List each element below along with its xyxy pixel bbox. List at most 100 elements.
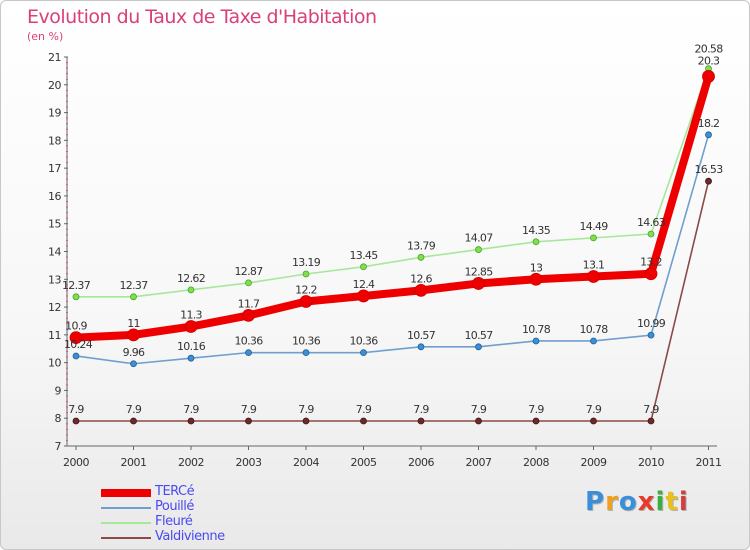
y-tick-label: 21	[48, 51, 61, 64]
data-label: 12.85	[465, 265, 494, 278]
data-point	[472, 277, 485, 290]
series-line-0	[72, 72, 713, 342]
data-point	[705, 177, 712, 185]
y-tick-label: 14	[48, 246, 61, 259]
legend-label: Pouillé	[155, 499, 194, 514]
x-tick-label: 2000	[63, 456, 89, 469]
data-point	[187, 417, 195, 425]
data-point	[69, 331, 83, 345]
data-label: 7.9	[643, 403, 659, 416]
data-point	[475, 246, 482, 253]
data-label: 20.58	[695, 43, 724, 56]
y-tick-label: 9	[55, 384, 62, 397]
legend-label: TERCé	[155, 484, 195, 499]
data-point	[357, 289, 370, 303]
data-point	[184, 320, 198, 333]
y-tick-label: 15	[48, 218, 61, 231]
chart-title: Evolution du Taux de Taxe d'Habitation	[27, 6, 377, 28]
proxiti-logo: Proxiti	[585, 487, 689, 517]
data-point	[417, 253, 425, 261]
legend-label: Valdivienne	[155, 529, 225, 544]
data-label: 7.9	[183, 403, 199, 416]
logo-letter: t	[665, 487, 679, 517]
data-label: 10.16	[177, 340, 206, 353]
y-tick-label: 7	[55, 440, 62, 453]
data-point	[302, 349, 310, 357]
data-label: 14.07	[465, 232, 494, 245]
data-label: 13.45	[350, 249, 379, 262]
series-line-3	[75, 180, 710, 422]
data-point	[72, 417, 80, 425]
data-label: 7.9	[586, 403, 602, 416]
data-label: 12.6	[410, 272, 432, 285]
data-point	[130, 417, 137, 425]
y-tick-label: 16	[48, 190, 61, 203]
data-point	[532, 337, 540, 345]
legend-swatch	[101, 537, 151, 539]
series-line-2	[75, 67, 710, 298]
data-point	[414, 283, 428, 297]
y-tick-label: 13	[48, 273, 61, 286]
data-label: 7.9	[528, 403, 544, 416]
data-point	[417, 343, 425, 351]
data-point	[529, 272, 543, 286]
data-label: 16.53	[695, 163, 724, 176]
y-unit-label: (en %)	[27, 30, 64, 43]
data-point	[590, 234, 597, 242]
data-point	[245, 349, 252, 357]
data-point	[187, 286, 195, 294]
y-tick-label: 8	[55, 412, 62, 425]
data-label: 10.9	[65, 320, 87, 333]
data-label: 13.79	[407, 239, 436, 252]
data-label: 10.78	[580, 323, 609, 336]
series-line-1	[75, 134, 710, 365]
data-label: 10.78	[522, 323, 551, 336]
data-label: 7.9	[413, 403, 429, 416]
data-point	[647, 230, 655, 238]
data-point	[187, 354, 195, 362]
data-point	[417, 417, 425, 425]
x-tick-label: 2006	[408, 456, 434, 469]
data-label: 11	[127, 317, 140, 330]
data-point	[299, 295, 313, 308]
data-label: 14.63	[637, 216, 666, 229]
x-tick-label: 2008	[523, 456, 549, 469]
data-point	[242, 309, 255, 322]
x-tick-label: 2004	[293, 456, 319, 469]
y-tick-label: 18	[48, 134, 61, 147]
data-label: 12.62	[177, 272, 205, 285]
data-label: 7.9	[298, 403, 314, 416]
data-label: 11.3	[180, 309, 202, 322]
data-label: 10.57	[407, 329, 436, 342]
data-point	[72, 352, 80, 360]
logo-letter: i	[678, 487, 689, 517]
data-label: 10.36	[235, 335, 264, 348]
data-label: 7.9	[471, 403, 487, 416]
data-label: 10.36	[350, 335, 379, 348]
data-point	[130, 293, 137, 301]
y-tick-label: 17	[48, 162, 61, 175]
data-label: 12.2	[295, 284, 317, 297]
data-point	[532, 238, 540, 246]
data-label: 14.49	[580, 220, 609, 233]
y-tick-label: 10	[48, 357, 61, 370]
data-point	[302, 270, 310, 278]
legend-swatch	[101, 507, 151, 509]
data-label: 10.99	[637, 317, 666, 330]
data-label: 12.37	[120, 279, 149, 292]
data-point	[647, 331, 655, 339]
x-tick-label: 2010	[638, 456, 664, 469]
data-label: 10.36	[292, 335, 321, 348]
x-tick-label: 2009	[581, 456, 607, 469]
data-point	[245, 417, 252, 425]
data-point	[130, 360, 137, 368]
data-label: 13.1	[583, 259, 605, 272]
data-label: 12.4	[353, 278, 375, 291]
data-label: 7.9	[356, 403, 372, 416]
legend-label: Fleuré	[155, 514, 193, 529]
data-point	[360, 349, 367, 357]
data-label: 13.19	[292, 256, 321, 269]
data-point	[587, 270, 600, 283]
y-tick-label: 11	[48, 329, 61, 342]
